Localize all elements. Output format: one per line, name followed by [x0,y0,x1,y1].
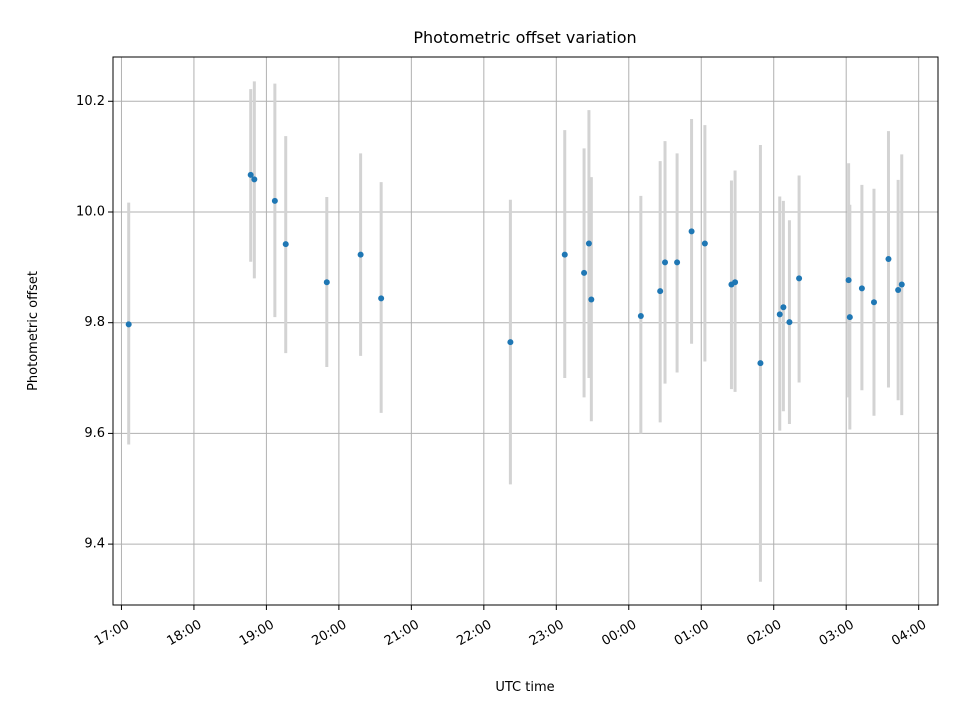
data-point [845,277,852,284]
data-point [662,259,669,266]
data-point [637,313,644,320]
y-tick-label: 10.2 [76,94,105,109]
data-point [780,304,787,311]
data-point [846,314,853,321]
data-point [657,288,664,295]
data-point [561,251,568,258]
data-point [776,311,783,318]
data-point [757,360,764,367]
x-tick-label: 01:00 [672,617,712,649]
x-tick-label: 04:00 [889,617,929,649]
data-point [271,197,278,204]
data-point [507,339,514,346]
data-point [588,296,595,303]
x-tick-label: 03:00 [817,617,857,649]
data-point [125,321,132,328]
data-point [885,256,892,263]
data-point [581,269,588,276]
data-point [732,279,739,286]
data-point [870,299,877,306]
data-point [674,259,681,266]
data-point [898,281,905,288]
data-point [688,228,695,235]
data-point [858,285,865,292]
x-axis-label: UTC time [495,680,554,695]
y-tick-label: 9.6 [84,426,105,441]
x-tick-label: 21:00 [382,617,422,649]
x-tick-label: 20:00 [309,617,349,649]
x-tick-label: 00:00 [599,617,639,649]
data-point [786,319,793,326]
data-point [247,171,254,178]
data-point [701,240,708,247]
data-points [125,171,905,367]
data-point [251,176,258,183]
x-tick-label: 02:00 [744,617,784,649]
data-point [357,251,364,258]
y-tick-label: 9.8 [84,315,105,330]
x-tick-label: 23:00 [527,617,567,649]
data-point [378,295,385,302]
data-point [585,240,592,247]
y-tick-label: 10.0 [76,204,105,219]
chart-title: Photometric offset variation [413,28,636,47]
x-axis-ticks: 17:00 18:00 19:00 20:00 21:00 22:00 23:00 00:00… [92,605,929,649]
data-point [796,275,803,282]
error-bars [127,81,904,582]
data-point [282,241,289,248]
y-tick-label: 9.4 [84,537,105,552]
x-tick-label: 19:00 [237,617,277,649]
plot-frame [112,56,939,606]
x-tick-label: 17:00 [92,617,132,649]
x-tick-label: 22:00 [454,617,494,649]
x-tick-label: 18:00 [165,617,205,649]
data-point [895,287,902,294]
grid-lines [113,57,938,605]
y-axis-label: Photometric offset [26,271,41,391]
y-axis-ticks: 9.4 9.6 9.8 10.0 10.2 [76,94,113,552]
data-point [323,279,330,286]
